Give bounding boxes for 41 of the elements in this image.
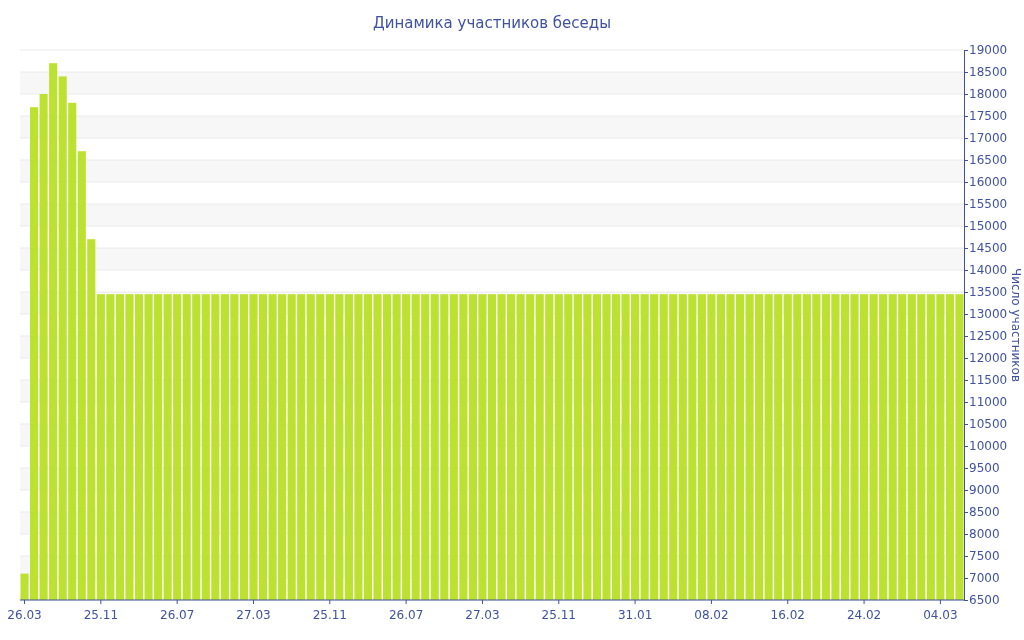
y-tick-label: 7500 [969, 549, 1000, 564]
y-tick-label: 13500 [969, 285, 1008, 300]
y-tick-label: 18000 [969, 87, 1008, 102]
y-tick-label: 17000 [969, 131, 1008, 146]
x-tick-label: 08.02 [694, 608, 729, 622]
y-tick-label: 15000 [969, 219, 1008, 234]
y-tick-label: 13000 [969, 307, 1008, 322]
x-tick-label: 26.07 [159, 608, 195, 622]
x-tick-label: 25.11 [83, 608, 119, 622]
y-tick-label: 17500 [969, 109, 1008, 124]
x-tick-label: 27.03 [236, 608, 271, 622]
y-tick-label: 9000 [969, 483, 1000, 498]
y-tick-label: 14000 [969, 263, 1008, 278]
y-tick-label: 18500 [969, 65, 1008, 80]
y-tick-label: 16000 [969, 175, 1008, 190]
y-tick-label: 12000 [969, 351, 1008, 366]
y-tick-label: 14500 [969, 241, 1008, 256]
y-axis-title: Число участников [1009, 268, 1023, 382]
y-tick-label: 15500 [969, 197, 1008, 212]
x-tick-label: 24.02 [846, 608, 882, 622]
x-tick-label: 04.03 [923, 608, 958, 622]
y-tick-label: 10500 [969, 417, 1008, 432]
chart-title: Динамика участников беседы [372, 14, 612, 32]
x-tick-label: 25.11 [541, 608, 576, 622]
x-tick-label: 26.03 [7, 608, 42, 622]
x-tick-label: 26.07 [388, 608, 424, 622]
y-tick-label: 16500 [969, 153, 1008, 168]
y-tick-label: 11500 [969, 373, 1008, 388]
y-tick-label: 12500 [969, 329, 1008, 344]
x-tick-label: 25.11 [312, 608, 347, 622]
x-tick-label: 27.03 [465, 608, 500, 622]
x-tick-label: 31.01 [617, 608, 653, 622]
y-tick-label: 8500 [969, 505, 1000, 520]
y-tick-label: 8000 [969, 527, 1000, 542]
y-tick-label: 19000 [969, 43, 1008, 58]
y-tick-label: 7000 [969, 571, 1000, 586]
x-tick-label: 16.02 [770, 608, 805, 622]
y-tick-label: 11000 [969, 395, 1008, 410]
y-tick-label: 6500 [969, 593, 1000, 608]
y-tick-label: 9500 [969, 461, 1000, 476]
y-tick-label: 10000 [969, 439, 1008, 454]
